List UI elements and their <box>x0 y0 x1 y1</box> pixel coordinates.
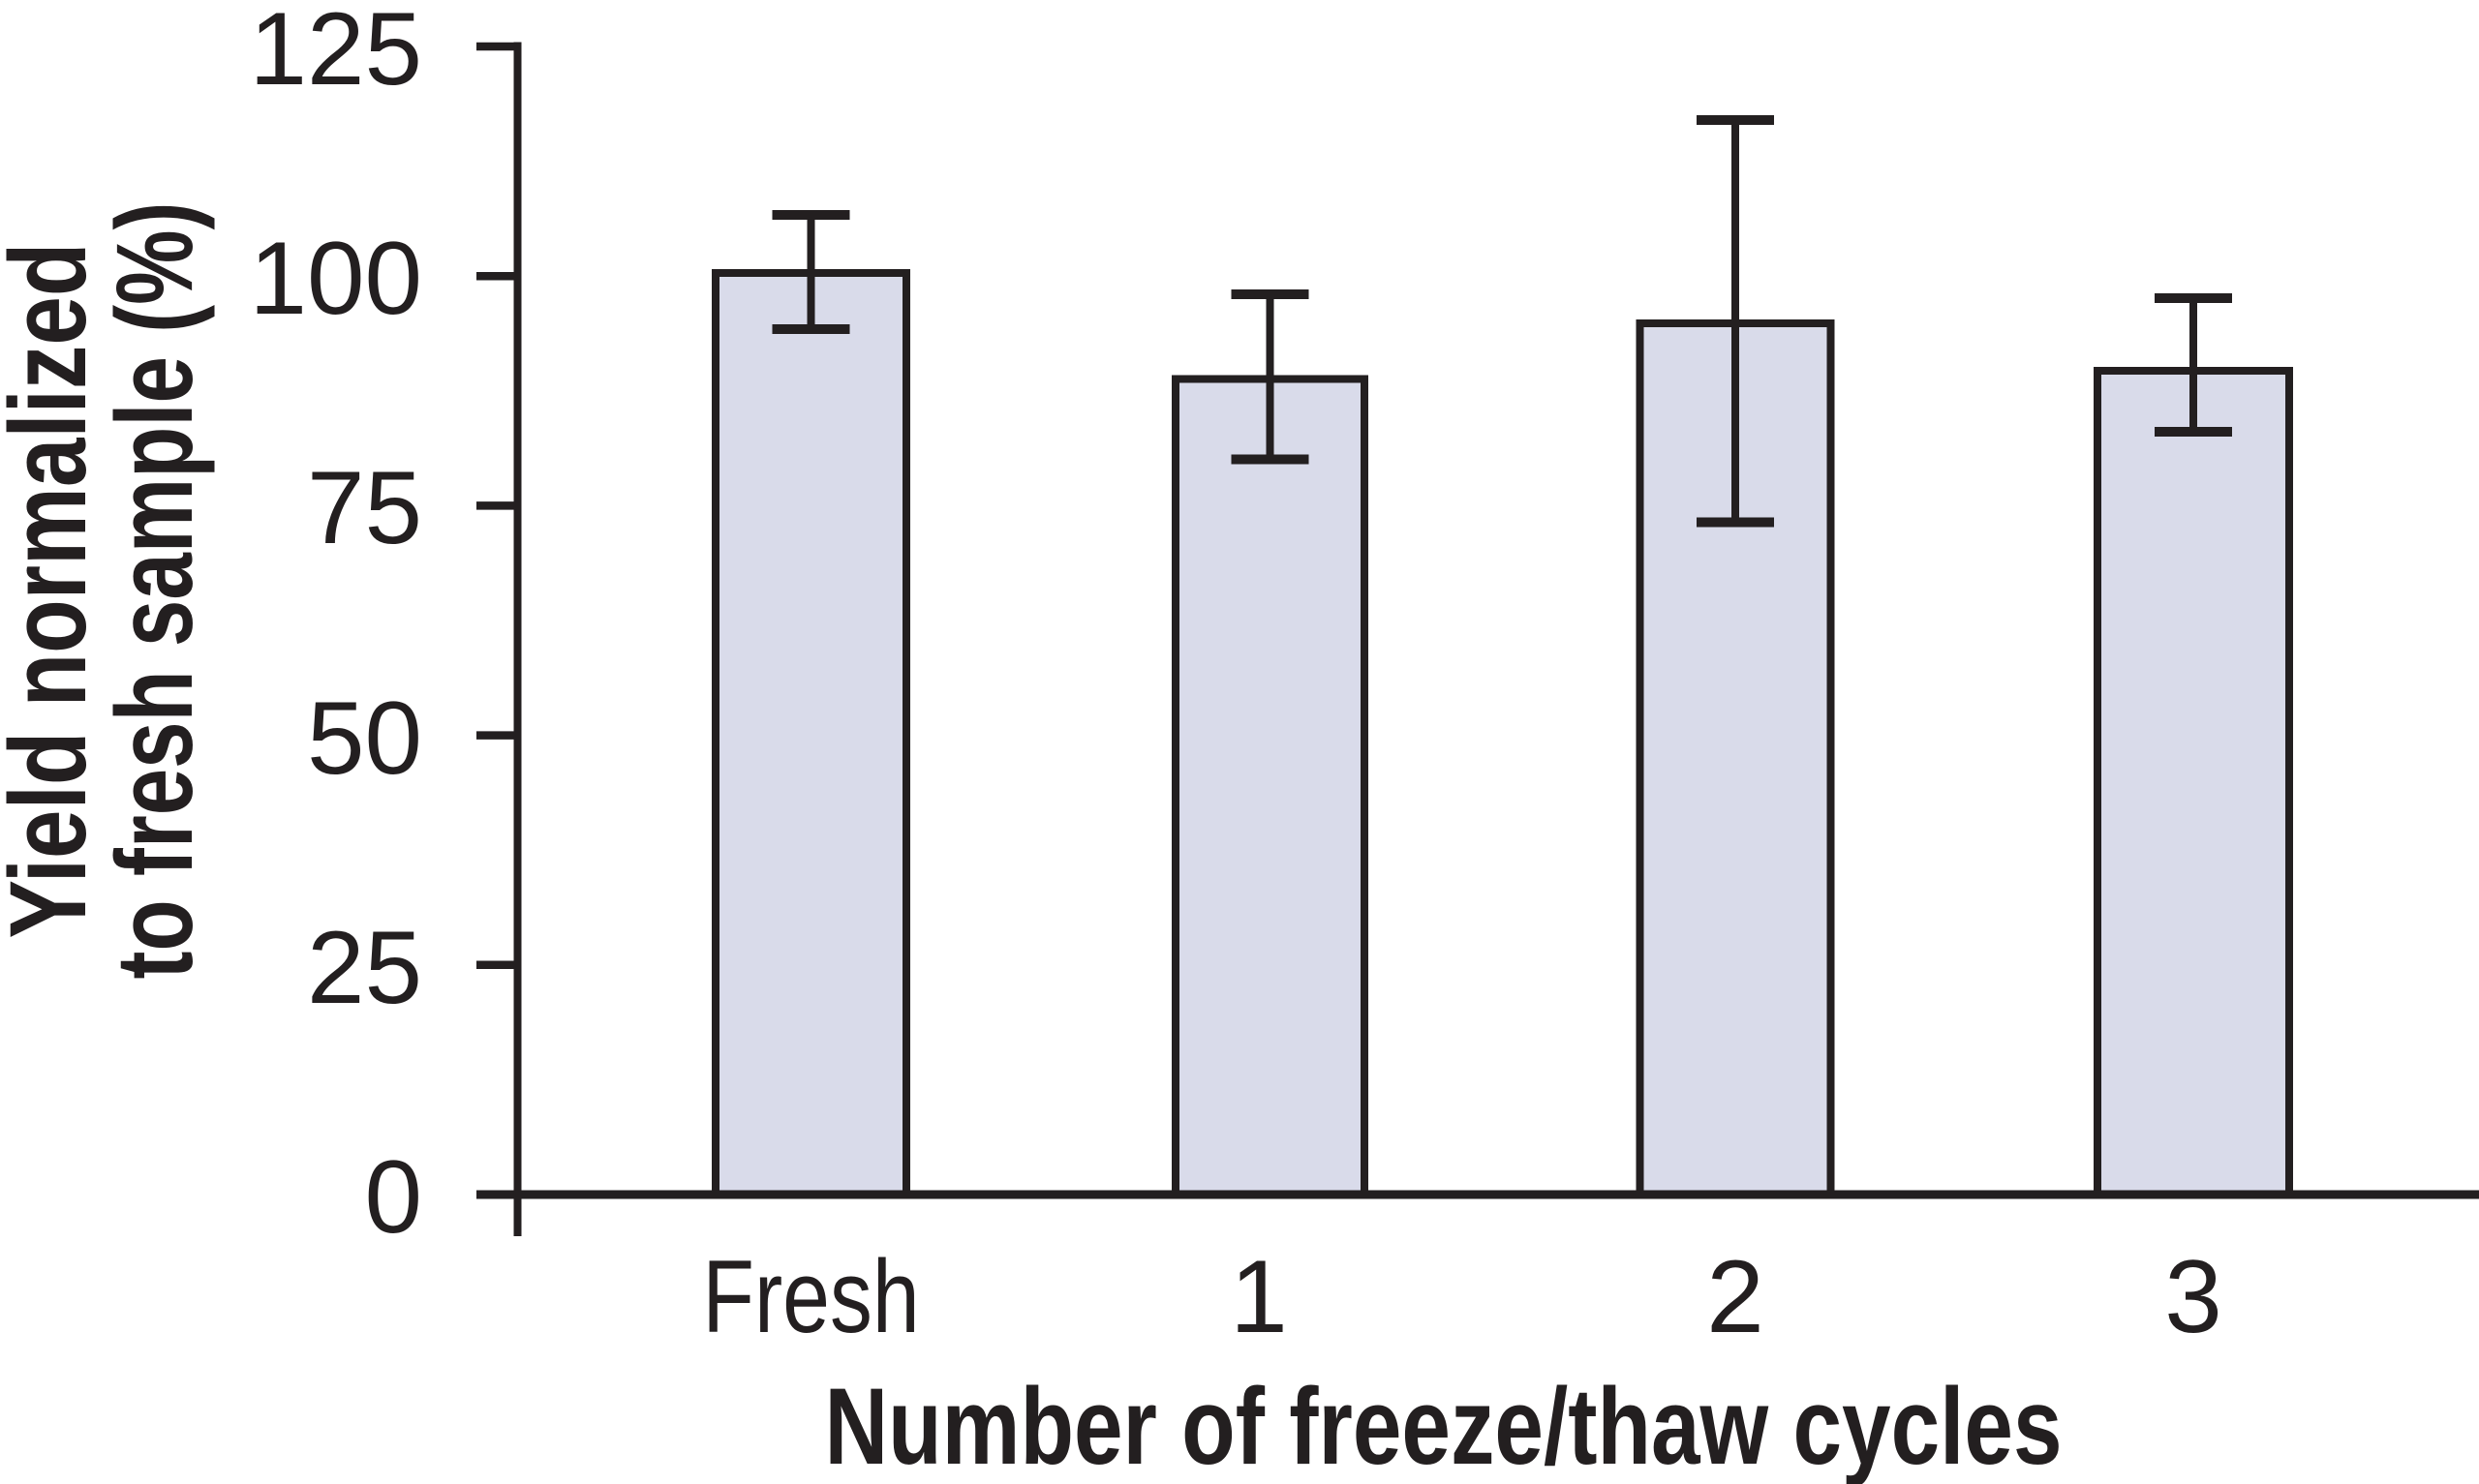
svg-text:0: 0 <box>364 1138 422 1255</box>
svg-text:Number of freeze/thaw cycles: Number of freeze/thaw cycles <box>824 1365 2062 1484</box>
svg-text:100: 100 <box>249 220 422 336</box>
svg-text:Fresh: Fresh <box>702 1238 919 1354</box>
svg-text:25: 25 <box>307 909 422 1025</box>
svg-text:1: 1 <box>1230 1238 1288 1354</box>
svg-text:to fresh sample (%): to fresh sample (%) <box>94 201 215 979</box>
svg-text:Yield normalized: Yield normalized <box>0 243 108 939</box>
svg-text:125: 125 <box>249 0 422 106</box>
svg-text:2: 2 <box>1706 1238 1764 1354</box>
svg-text:50: 50 <box>307 680 422 796</box>
svg-text:75: 75 <box>307 449 422 565</box>
svg-text:3: 3 <box>2164 1238 2222 1354</box>
